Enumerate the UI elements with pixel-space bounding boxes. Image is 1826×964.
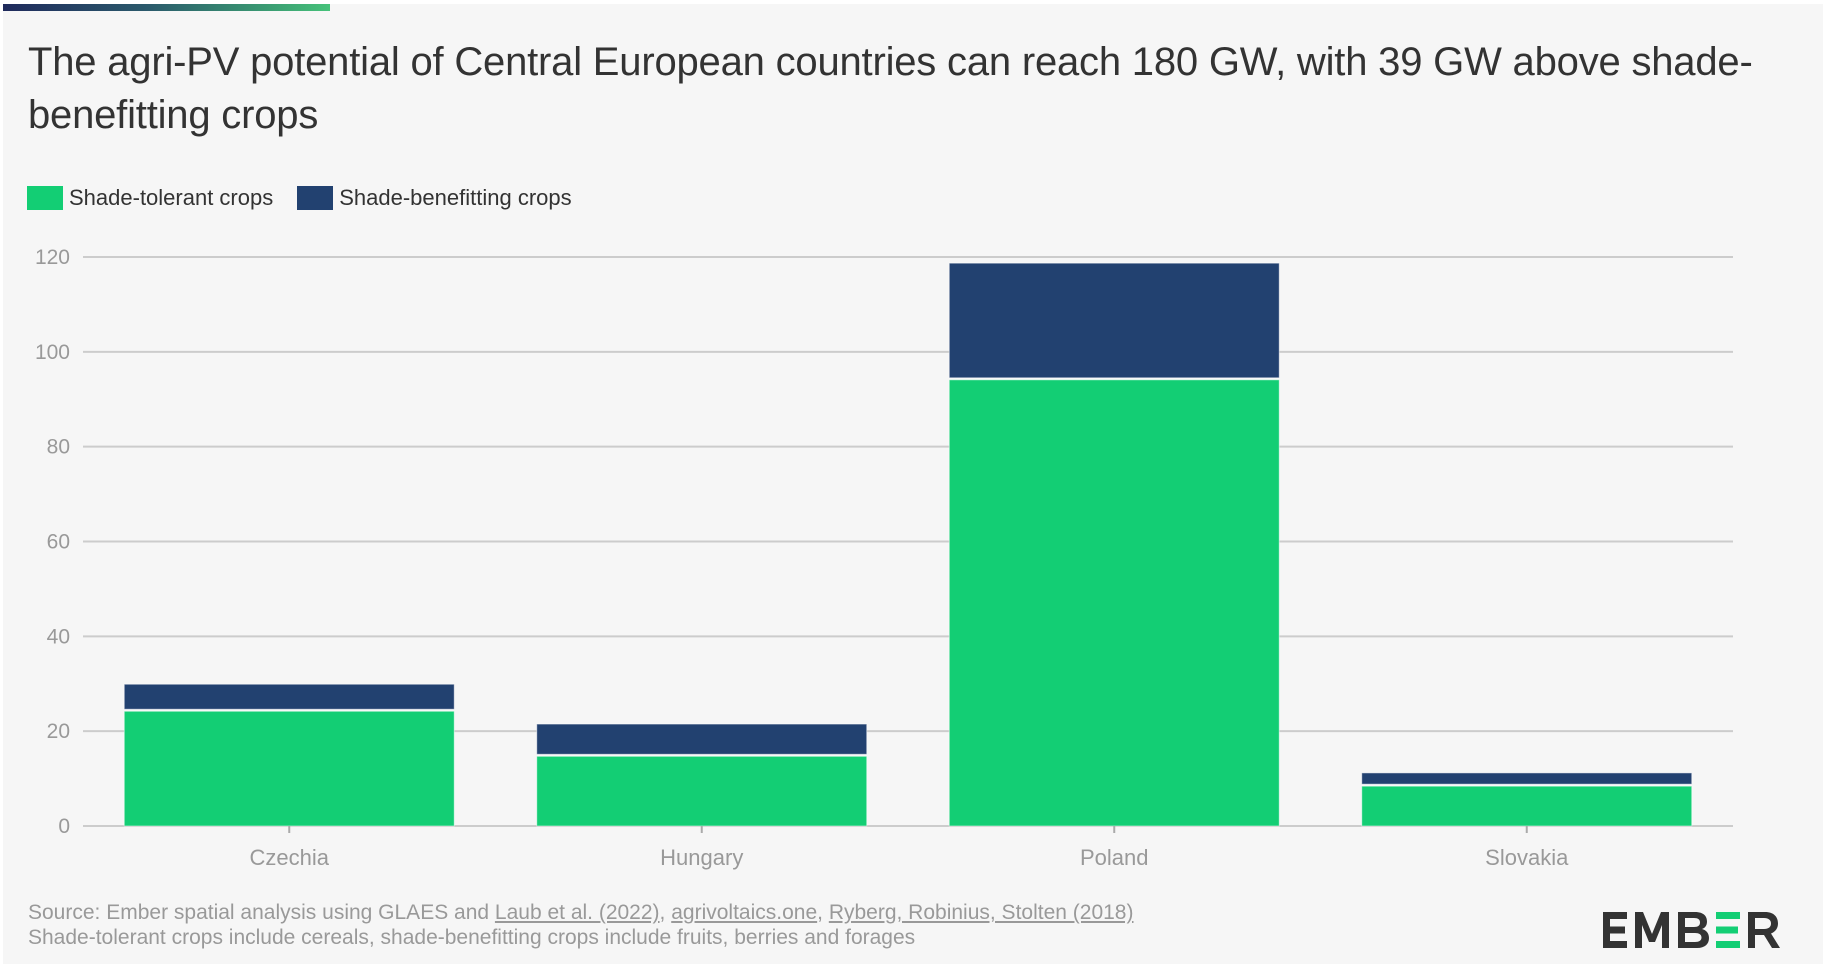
y-tick-label: 100 xyxy=(35,341,70,364)
y-tick-label: 20 xyxy=(47,720,70,743)
y-tick-label: 40 xyxy=(47,625,70,648)
x-tick-label: Hungary xyxy=(660,845,743,870)
x-axis: Czechia Hungary Poland Slovakia xyxy=(250,826,1569,870)
y-tick-label: 120 xyxy=(35,246,70,269)
source-prefix: Source: Ember spatial analysis using GLA… xyxy=(28,901,495,924)
separator: , xyxy=(817,901,829,924)
footer: Source: Ember spatial analysis using GLA… xyxy=(28,900,1133,950)
source-link-laub[interactable]: Laub et al. (2022) xyxy=(494,901,660,924)
bars xyxy=(123,262,1693,827)
bar-poland-shade-tolerant[interactable] xyxy=(948,379,1280,827)
bar-poland-shade-benefitting[interactable] xyxy=(948,262,1280,379)
chart-title: The agri-PV potential of Central Europea… xyxy=(28,40,1753,137)
separator: , xyxy=(659,901,672,924)
legend-label: Shade-tolerant crops xyxy=(69,185,274,210)
legend-swatch-shade-benefitting xyxy=(297,186,334,210)
legend-item-shade-benefitting[interactable]: Shade-benefitting crops xyxy=(297,185,572,211)
source-link-ryberg[interactable]: Ryberg, Robinius, Stolten (2018) xyxy=(828,901,1134,924)
x-tick-label: Slovakia xyxy=(1485,845,1569,870)
x-tick-label: Czechia xyxy=(250,845,330,870)
y-tick-label: 0 xyxy=(58,815,70,838)
source-link-agrivoltaics[interactable]: agrivoltaics.one xyxy=(671,901,818,924)
brand-gradient-bar xyxy=(3,4,330,11)
legend-label: Shade-benefitting crops xyxy=(339,185,572,210)
bar-czechia-shade-benefitting[interactable] xyxy=(123,683,455,710)
bar-czechia-shade-tolerant[interactable] xyxy=(123,710,455,827)
y-tick-label: 80 xyxy=(47,436,70,459)
bar-hungary-shade-tolerant[interactable] xyxy=(536,755,868,827)
y-tick-label: 60 xyxy=(47,531,70,554)
legend-item-shade-tolerant[interactable]: Shade-tolerant crops xyxy=(27,185,273,211)
footnote: Shade-tolerant crops include cereals, sh… xyxy=(28,926,916,949)
legend: Shade-tolerant crops Shade-benefitting c… xyxy=(27,185,596,211)
x-tick-label: Poland xyxy=(1080,845,1149,870)
ember-logo: EMBER xyxy=(1603,912,1780,948)
bar-slovakia-shade-tolerant[interactable] xyxy=(1361,785,1693,827)
bar-hungary-shade-benefitting[interactable] xyxy=(536,723,868,755)
source-line: Source: Ember spatial analysis using GLA… xyxy=(28,900,1133,925)
y-axis-labels: 0 20 40 60 80 100 120 xyxy=(35,246,70,838)
bar-slovakia-shade-benefitting[interactable] xyxy=(1361,772,1693,785)
legend-swatch-shade-tolerant xyxy=(27,186,63,210)
